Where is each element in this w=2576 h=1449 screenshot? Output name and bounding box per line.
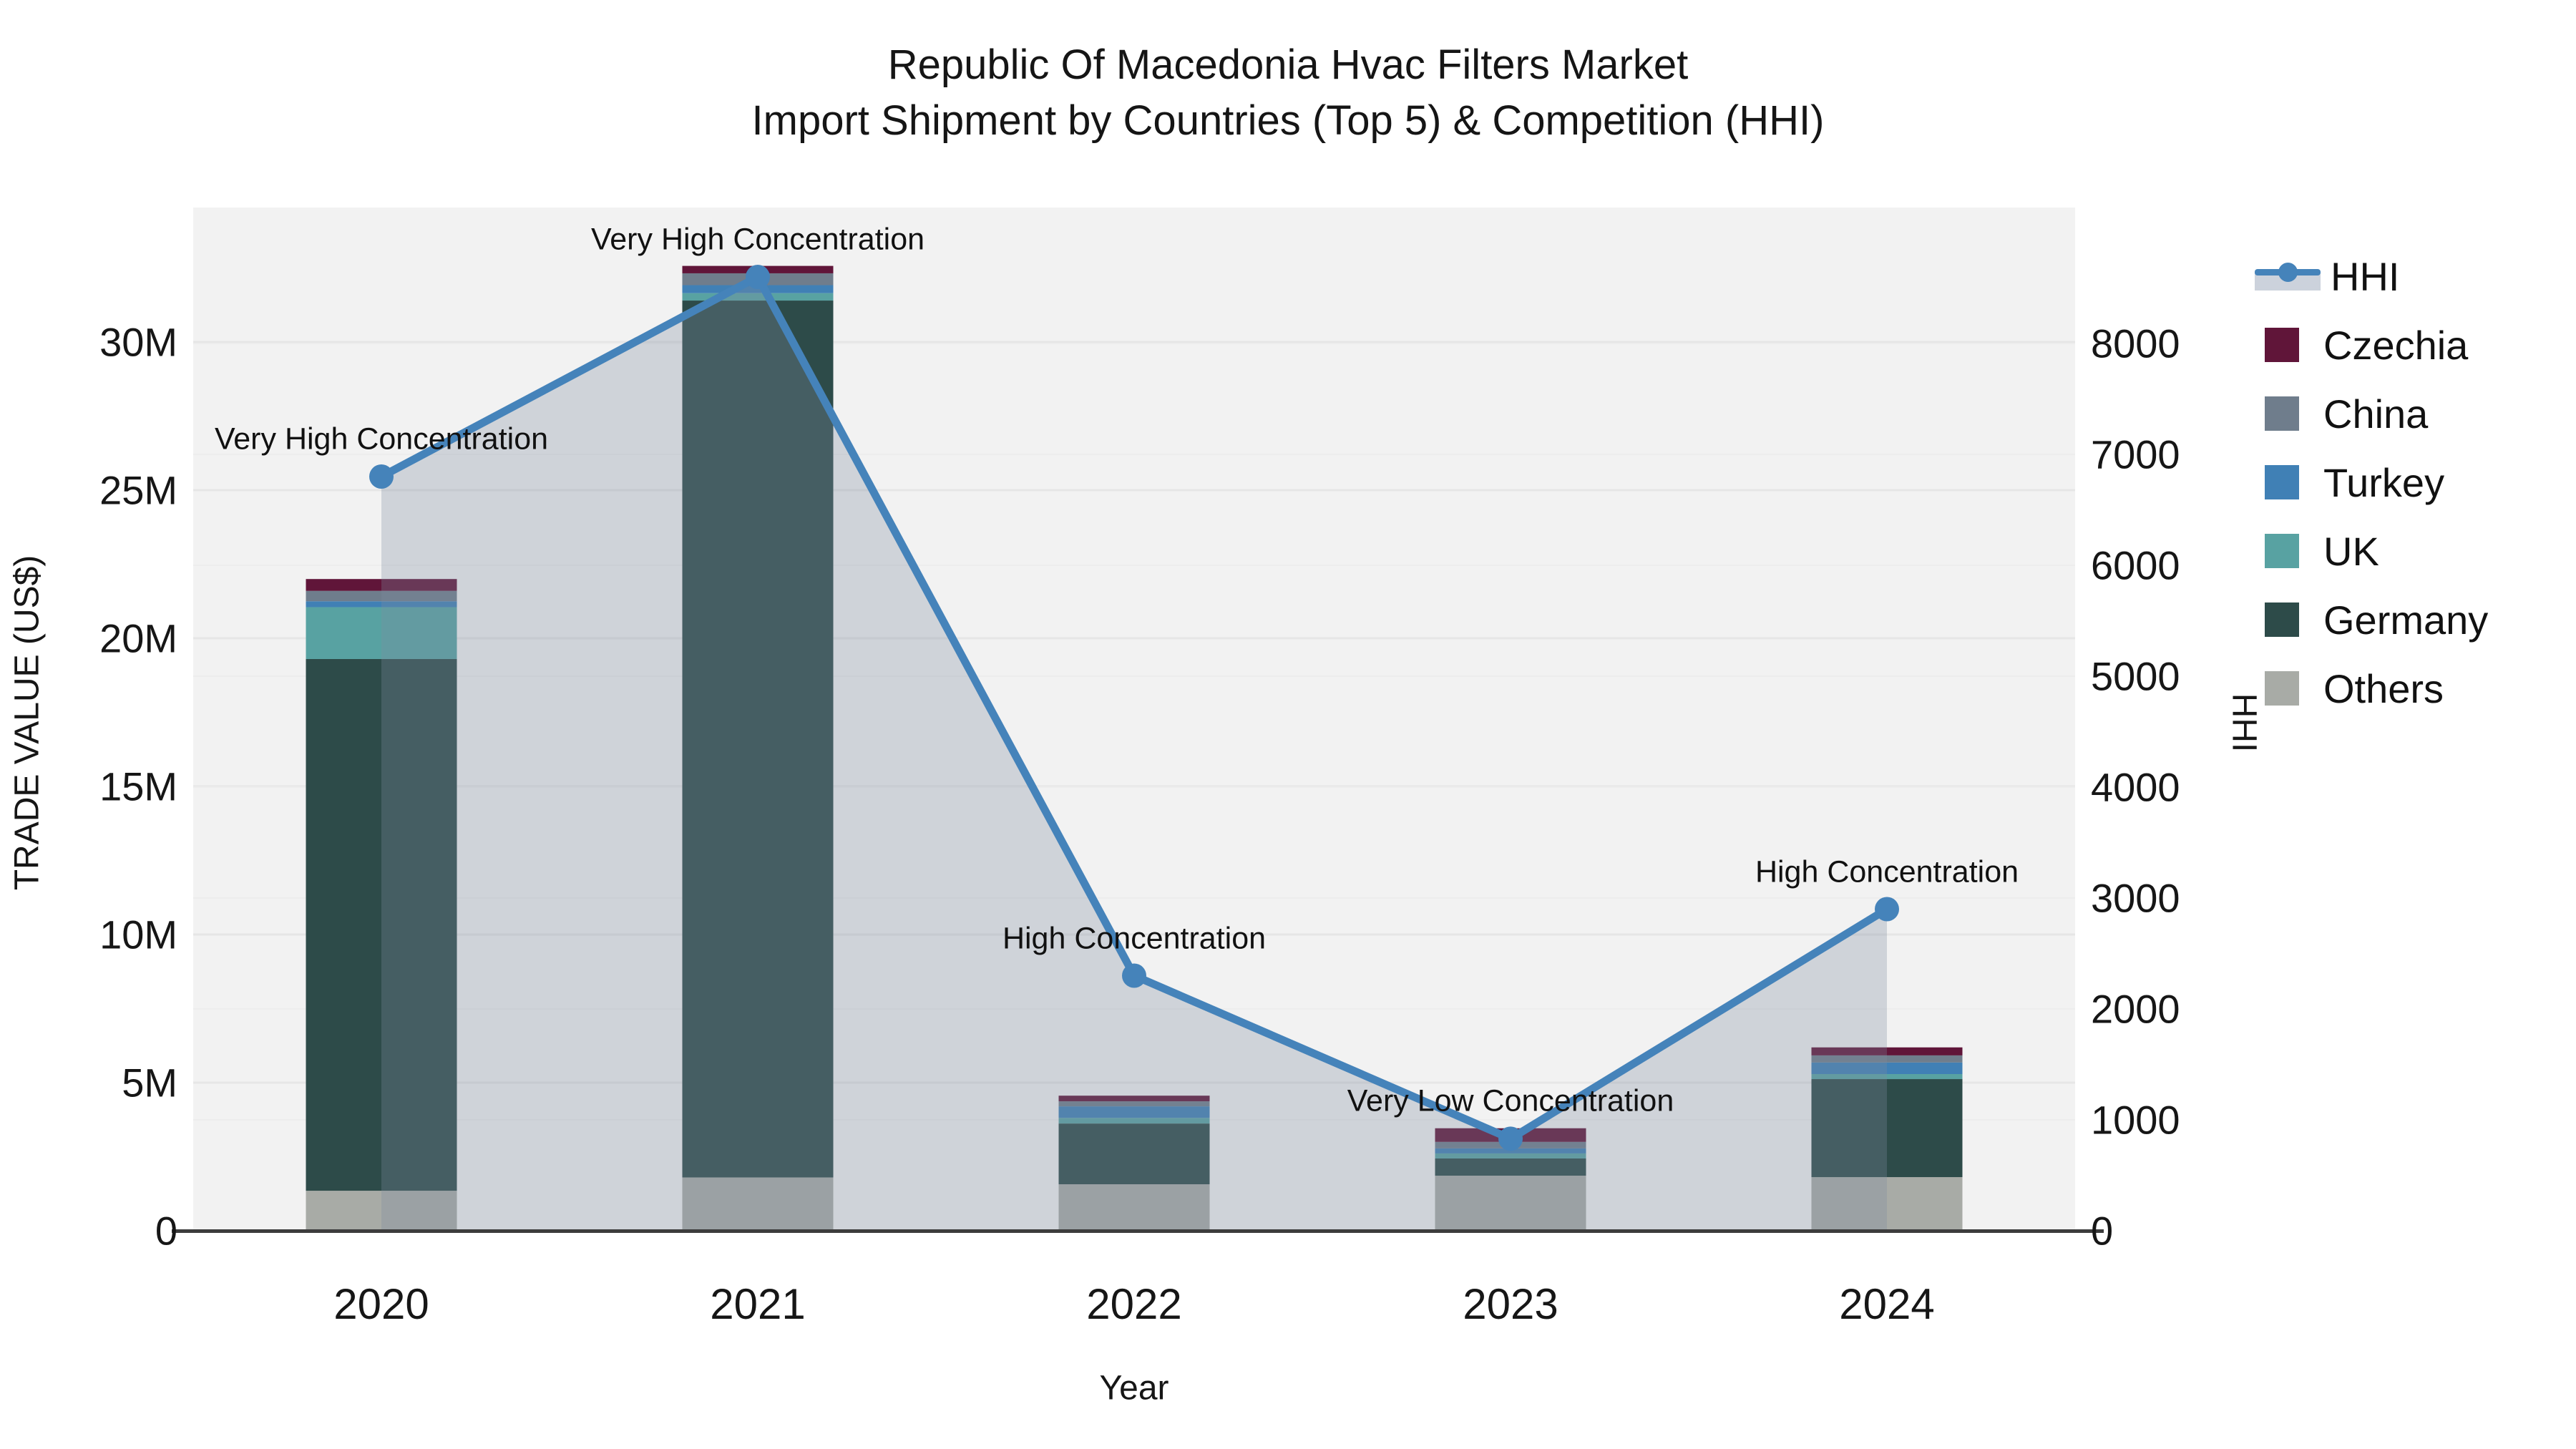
bar-segment-germany-2024[interactable] (1811, 1079, 1963, 1178)
legend-item-czechia[interactable]: Czechia (2265, 311, 2488, 379)
bar-segment-others-2024[interactable] (1811, 1177, 1963, 1231)
x-tick-2023: 2023 (1463, 1280, 1558, 1328)
y-right-tick: 0 (2091, 1208, 2114, 1254)
hhi-marker-2021[interactable] (746, 265, 770, 289)
y-right-tick: 2000 (2091, 986, 2180, 1032)
bar-segment-turkey-2021[interactable] (682, 285, 834, 293)
legend-item-china[interactable]: China (2265, 379, 2488, 448)
y-left-tick: 0 (155, 1208, 177, 1254)
bar-segment-others-2022[interactable] (1058, 1184, 1210, 1231)
legend-swatch-turkey (2265, 465, 2299, 499)
legend-label: Others (2323, 665, 2444, 711)
legend-swatch-others (2265, 671, 2299, 706)
y-right-tick: 4000 (2091, 764, 2180, 810)
x-tick-2021: 2021 (710, 1280, 806, 1328)
y-right-axis-title: HHI (2225, 693, 2263, 753)
bar-segment-germany-2023[interactable] (1435, 1158, 1586, 1176)
bar-segment-china-2020[interactable] (306, 590, 457, 602)
hhi-marker-2022[interactable] (1122, 963, 1146, 988)
legend-label: HHI (2331, 253, 2400, 299)
bar-segment-czechia-2022[interactable] (1058, 1096, 1210, 1102)
bar-segment-czechia-2024[interactable] (1811, 1047, 1963, 1055)
legend-swatch-china (2265, 396, 2299, 431)
x-axis-title: Year (1099, 1369, 1169, 1407)
bar-segment-uk-2020[interactable] (306, 607, 457, 659)
bar-segment-others-2021[interactable] (682, 1177, 834, 1231)
y-right-tick: 5000 (2091, 653, 2180, 699)
bar-segment-germany-2022[interactable] (1058, 1123, 1210, 1185)
y-left-tick: 5M (122, 1060, 177, 1106)
legend-label: Czechia (2323, 322, 2469, 368)
hhi-marker-2020[interactable] (369, 464, 394, 489)
annotation-2023: Very Low Concentration (1347, 1083, 1674, 1118)
annotation-2020: Very High Concentration (214, 421, 549, 457)
hhi-marker-2023[interactable] (1498, 1126, 1523, 1151)
legend-item-turkey[interactable]: Turkey (2265, 448, 2488, 517)
bar-segment-others-2023[interactable] (1435, 1175, 1586, 1231)
y-right-tick: 3000 (2091, 875, 2180, 921)
annotation-2024: High Concentration (1755, 854, 2019, 889)
hhi-area-fill (381, 277, 1887, 1231)
chart-title-line1: Republic Of Macedonia Hvac Filters Marke… (887, 42, 1689, 88)
y-right-tick: 6000 (2091, 542, 2180, 588)
legend-swatch-czechia (2265, 328, 2299, 362)
bar-segment-china-2024[interactable] (1811, 1055, 1963, 1063)
hhi-marker-2024[interactable] (1875, 897, 1899, 922)
chart-title-line2: Import Shipment by Countries (Top 5) & C… (751, 97, 1825, 145)
bar-segment-turkey-2024[interactable] (1811, 1062, 1963, 1074)
bar-segment-germany-2020[interactable] (306, 658, 457, 1191)
x-tick-2020: 2020 (333, 1280, 429, 1328)
bar-segment-uk-2024[interactable] (1811, 1073, 1963, 1080)
bar-segment-turkey-2020[interactable] (306, 601, 457, 608)
bar-segment-turkey-2023[interactable] (1435, 1148, 1586, 1153)
legend-label: Germany (2323, 597, 2489, 643)
legend: HHI Czechia China Turkey UK Germany Others (2255, 242, 2488, 723)
bar-segment-china-2022[interactable] (1058, 1101, 1210, 1107)
y-right-tick: 7000 (2091, 431, 2180, 477)
annotation-2022: High Concentration (1002, 921, 1267, 955)
y-right-tick: 8000 (2091, 321, 2180, 366)
y-right-tick: 1000 (2091, 1097, 2180, 1143)
legend-swatch-germany (2265, 602, 2299, 637)
bar-segment-turkey-2022[interactable] (1058, 1106, 1210, 1118)
y-left-tick: 20M (99, 615, 177, 661)
x-axis-line (172, 1229, 2104, 1233)
hhi-line-icon (2255, 259, 2321, 293)
bar-segment-uk-2021[interactable] (682, 293, 834, 301)
annotation-2021: Very High Concentration (590, 222, 925, 257)
chart-title: Republic Of Macedonia Hvac Filters Marke… (0, 37, 2576, 150)
bar-segment-uk-2023[interactable] (1435, 1153, 1586, 1158)
y-left-axis-title: TRADE VALUE (US$) (8, 555, 47, 891)
bar-segment-germany-2021[interactable] (682, 301, 834, 1178)
legend-item-hhi[interactable]: HHI (2255, 242, 2488, 311)
y-left-tick: 10M (99, 912, 177, 957)
bar-segment-others-2020[interactable] (306, 1191, 457, 1231)
legend-label: China (2323, 391, 2429, 436)
plot-area (193, 208, 2075, 1231)
bar-segment-uk-2022[interactable] (1058, 1118, 1210, 1124)
x-tick-2022: 2022 (1086, 1280, 1182, 1328)
legend-swatch-uk (2265, 534, 2299, 568)
y-left-tick: 25M (99, 467, 177, 513)
bar-segment-czechia-2020[interactable] (306, 579, 457, 591)
legend-label: Turkey (2323, 459, 2445, 505)
y-left-tick: 30M (99, 319, 177, 365)
legend-item-uk[interactable]: UK (2265, 517, 2488, 585)
legend-item-others[interactable]: Others (2265, 654, 2488, 723)
legend-item-germany[interactable]: Germany (2265, 585, 2488, 654)
y-left-tick: 15M (99, 763, 177, 809)
x-tick-2024: 2024 (1839, 1280, 1935, 1328)
legend-label: UK (2323, 528, 2379, 574)
